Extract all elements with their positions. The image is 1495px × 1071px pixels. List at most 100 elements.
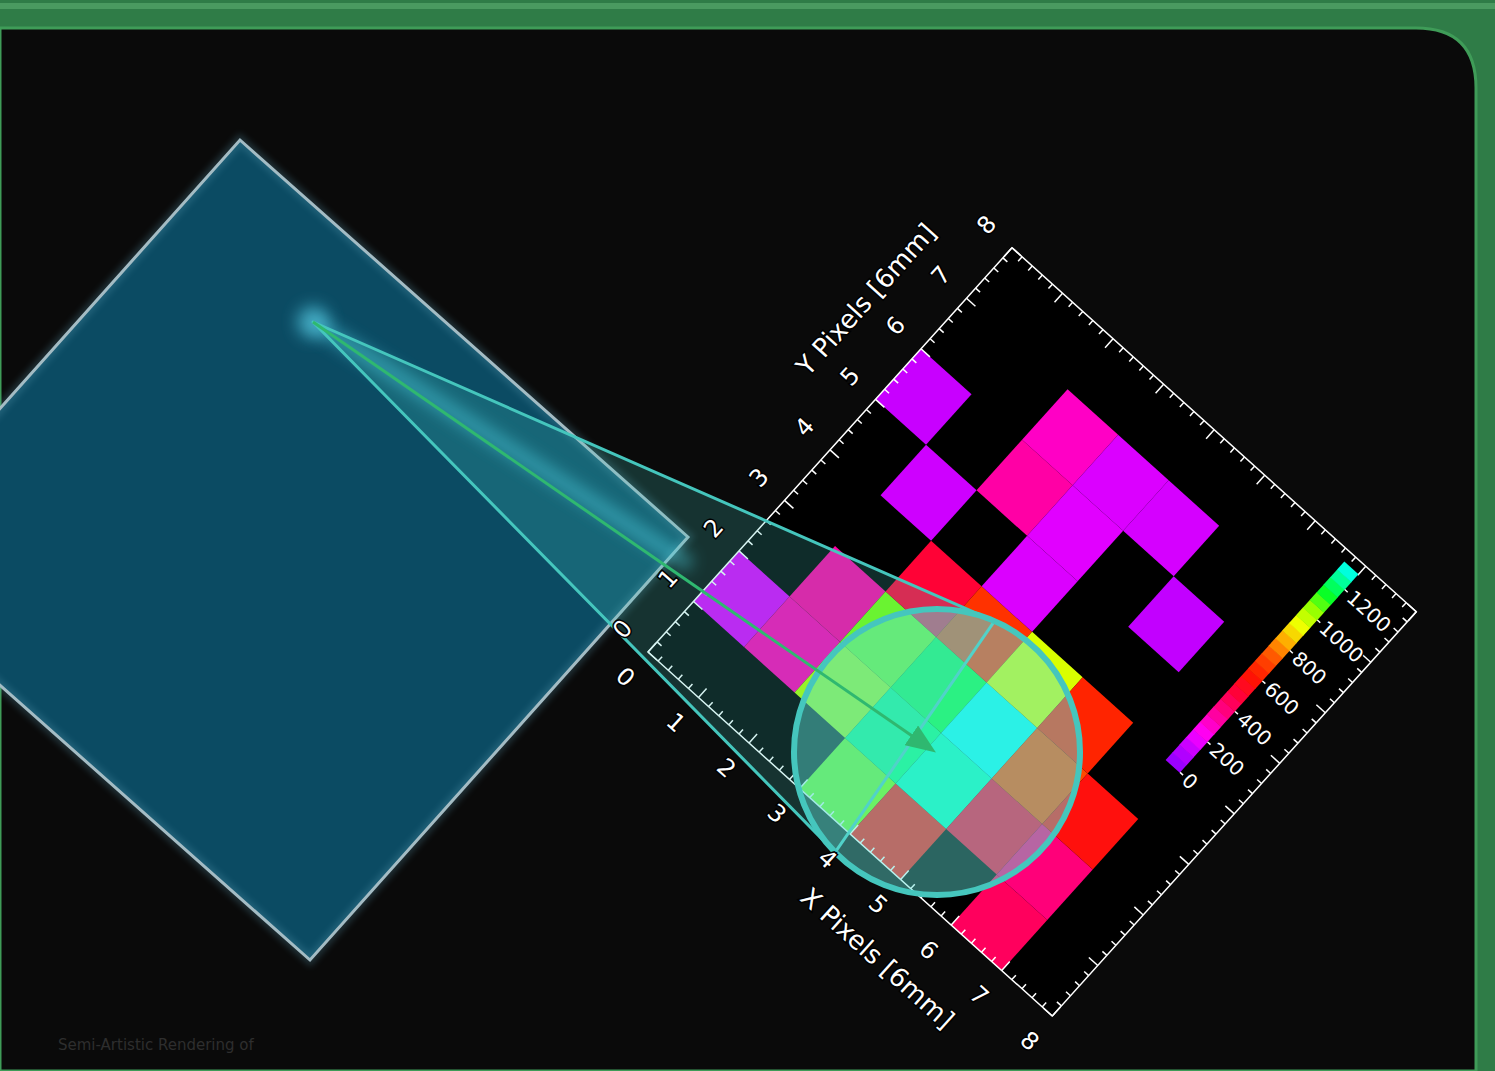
heat-cell — [876, 349, 972, 445]
magnifier — [794, 609, 1080, 895]
x-minor-tick-top — [1321, 530, 1325, 534]
x-minor-tick-top — [1149, 375, 1153, 379]
colorbar-tick — [1180, 772, 1183, 775]
y-tick-right — [1089, 957, 1098, 965]
colorbar-band — [1337, 562, 1358, 583]
x-minor-tick-top — [1099, 330, 1103, 334]
x-minor-tick-top — [1139, 366, 1143, 370]
x-tick-top — [1004, 248, 1012, 257]
y-tick-label: 2 — [698, 513, 729, 543]
y-tick-right — [1134, 907, 1143, 915]
colorbar-label: 800 — [1287, 646, 1331, 689]
x-tick-top — [1408, 612, 1416, 621]
y-minor-tick-right — [1375, 648, 1379, 652]
colorbar-tick — [1290, 651, 1293, 654]
x-minor-tick-top — [1301, 512, 1305, 516]
arrow — [313, 322, 931, 749]
y-minor-tick-right — [1203, 840, 1207, 844]
y-tick — [876, 399, 885, 407]
y-minor-tick-right — [1221, 820, 1225, 824]
y-minor-tick — [885, 389, 889, 393]
x-tick-label: 8 — [1014, 1026, 1044, 1057]
x-minor-tick-top — [1170, 393, 1174, 397]
x-minor-tick-top — [1352, 557, 1356, 561]
colorbar-label: 0 — [1177, 768, 1203, 794]
y-minor-tick — [948, 318, 952, 322]
y-minor-tick-right — [1303, 729, 1307, 733]
x-minor-tick-top — [1220, 439, 1224, 443]
x-tick-top — [1257, 475, 1265, 484]
x-minor-tick-top — [1089, 321, 1093, 325]
heat-cell — [1128, 576, 1224, 672]
y-minor-tick — [866, 409, 870, 413]
y-minor-tick-right — [1239, 800, 1243, 804]
y-minor-tick-right — [1102, 951, 1106, 955]
x-minor-tick — [992, 957, 996, 961]
x-minor-tick-top — [1240, 457, 1244, 461]
y-minor-tick-right — [1075, 982, 1079, 986]
y-minor-tick — [930, 339, 934, 343]
x-tick-label: 0 — [610, 662, 640, 693]
x-minor-tick-top — [1372, 575, 1376, 579]
x-tick-label: 2 — [711, 753, 741, 784]
x-tick-label: 6 — [913, 935, 943, 966]
x-minor-tick-top — [1251, 466, 1255, 470]
frame-highlight — [0, 3, 1495, 9]
y-minor-tick-right — [1394, 628, 1398, 632]
x-tick-top — [1156, 384, 1164, 393]
y-minor-tick — [812, 470, 816, 474]
heat-cell — [1123, 480, 1219, 576]
x-minor-tick-top — [1129, 357, 1133, 361]
x-minor-tick-top — [1281, 493, 1285, 497]
colorbar-label: 200 — [1205, 738, 1249, 781]
y-minor-tick — [939, 329, 943, 333]
colorbar-tick — [1317, 620, 1320, 623]
colorbar-tick — [1235, 711, 1238, 714]
y-minor-tick-right — [1166, 881, 1170, 885]
x-tick-top — [1055, 293, 1063, 302]
y-tick — [921, 349, 930, 357]
x-tick — [1052, 1007, 1060, 1016]
y-tick — [967, 298, 976, 306]
y-minor-tick-right — [1175, 870, 1179, 874]
x-tick-top — [1206, 430, 1214, 439]
heat-cell — [881, 445, 977, 541]
x-minor-tick-top — [1331, 539, 1335, 543]
y-minor-tick-right — [1121, 931, 1125, 935]
x-minor-tick-top — [1048, 284, 1052, 288]
y-tick-label: 6 — [880, 311, 911, 341]
x-minor-tick-top — [1190, 412, 1194, 416]
x-tick-label: 3 — [762, 798, 792, 829]
y-tick-right — [1043, 1008, 1052, 1016]
x-tick-label: 1 — [661, 707, 691, 738]
y-minor-tick-right — [1339, 689, 1343, 693]
x-minor-tick-top — [1119, 348, 1123, 352]
y-minor-tick — [994, 268, 998, 272]
y-minor-tick — [894, 379, 898, 383]
x-minor-tick-top — [1028, 266, 1032, 270]
y-minor-tick-right — [1057, 1002, 1061, 1006]
x-minor-tick-top — [1271, 484, 1275, 488]
y-minor-tick — [821, 460, 825, 464]
y-minor-tick — [803, 480, 807, 484]
y-minor-tick-right — [1112, 941, 1116, 945]
colorbar-label: 400 — [1232, 707, 1276, 750]
colorbar-label: 600 — [1260, 677, 1304, 720]
y-minor-tick-right — [1284, 749, 1288, 753]
y-minor-tick-right — [1066, 992, 1070, 996]
y-tick — [830, 450, 839, 458]
x-tick-label: 7 — [964, 980, 994, 1011]
x-minor-tick-top — [1069, 302, 1073, 306]
y-minor-tick — [957, 308, 961, 312]
x-minor-tick-top — [1291, 503, 1295, 507]
x-minor-tick-top — [1038, 275, 1042, 279]
labels: 012345678012345678X Pixels [6mm]Y Pixels… — [522, 182, 1427, 1071]
y-minor-tick — [848, 430, 852, 434]
y-minor-tick-right — [1330, 699, 1334, 703]
caption: Semi-Artistic Rendering of — [58, 1036, 255, 1054]
x-tick — [951, 916, 959, 925]
x-minor-tick — [941, 911, 945, 915]
colorbar-tick — [1345, 590, 1348, 593]
x-minor-tick-top — [1180, 402, 1184, 406]
y-minor-tick — [912, 359, 916, 363]
